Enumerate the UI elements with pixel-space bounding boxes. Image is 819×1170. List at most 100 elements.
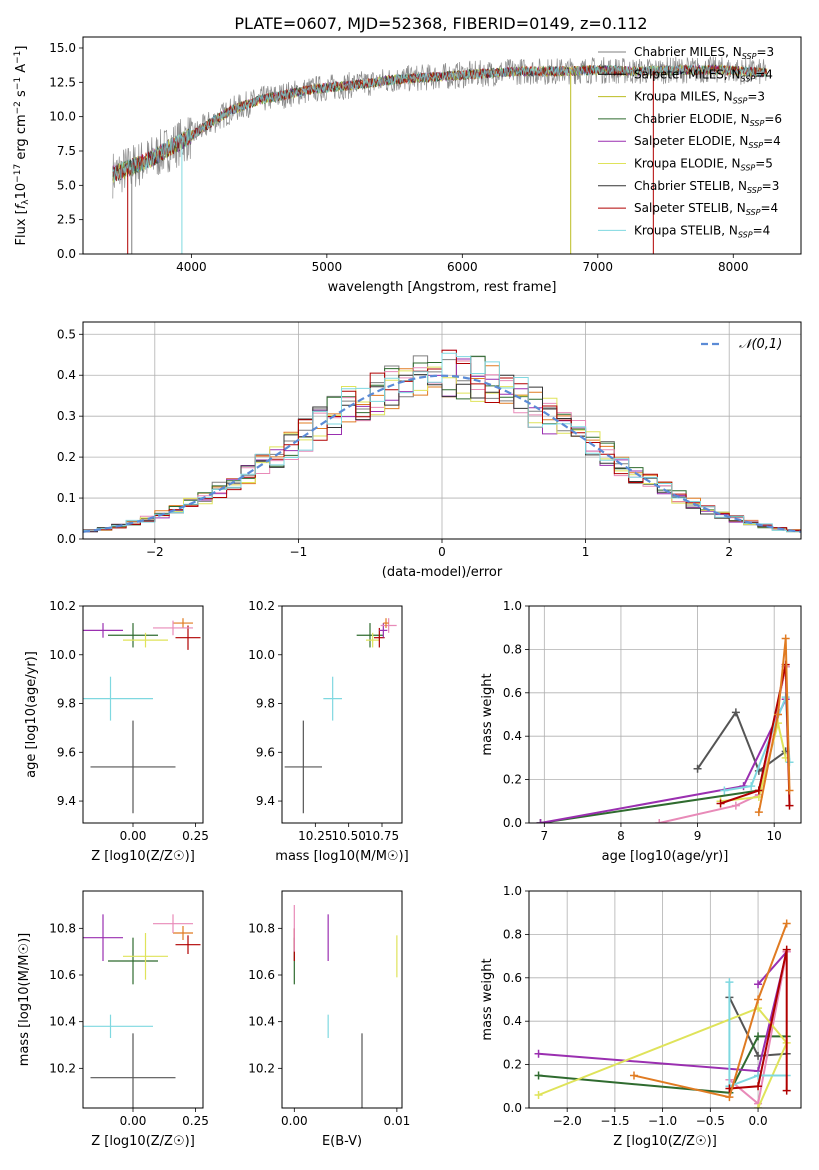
legend-label: Salpeter ELODIE, NSSP=4 [634, 134, 781, 150]
weight-marker [754, 1104, 763, 1108]
legend-label: Chabrier STELIB, NSSP=3 [634, 179, 779, 195]
weight-line [724, 696, 791, 792]
legend-label: Kroupa STELIB, NSSP=4 [634, 223, 770, 239]
y-tick-label: 10.2 [248, 599, 275, 613]
x-tick-label: 10.75 [365, 829, 399, 843]
spectrum-chart: 4000 5000 6000 7000 8000 0.0 2.5 5.0 7.5 10.0 12.5… [13, 36, 802, 295]
x-tick-label: 0.25 [182, 1114, 209, 1128]
y-tick-label: 0.0 [57, 247, 76, 261]
mass-vs-ebv-chart: 0.00 0.01 10.2 10.4 10.6 10.8 E(B-V) [248, 890, 411, 1149]
figure-title: PLATE=0607, MJD=52368, FIBERID=0149, z=0… [234, 14, 647, 33]
weight-marker [754, 1082, 763, 1091]
y-tick-label: 0.1 [57, 491, 76, 505]
x-tick-label: 8 [617, 829, 625, 843]
x-tick-label: 7 [541, 829, 549, 843]
y-tick-label: 0.2 [503, 773, 522, 787]
weight-marker [754, 995, 763, 1004]
massweight-vs-metallicity-chart: −2.0 −1.5 −1.0 −0.5 0.0 0.0 0.2 0.4 0.6 0.8 1.0 Z [… [480, 884, 802, 1149]
plot-frame [281, 890, 403, 1109]
legend-label: Chabrier ELODIE, NSSP=6 [634, 112, 782, 128]
legend-label: Salpeter MILES, NSSP=4 [634, 67, 773, 83]
x-tick-label: 10 [767, 829, 782, 843]
x-axis-label: mass [log10(M/M☉)] [275, 849, 408, 864]
weight-marker [720, 786, 729, 795]
residuals-histogram-chart: −2 −1 0 1 2 0.0 0.1 0.2 0.3 0.4 0.5 (data-model)/er… [57, 321, 802, 580]
weight-marker [754, 808, 763, 817]
y-tick-label: 12.5 [49, 75, 76, 89]
weight-marker [731, 801, 740, 810]
weight-marker [754, 786, 763, 795]
x-tick-label: 0.25 [182, 829, 209, 843]
x-axis-label: age [log10(age/yr)] [602, 849, 729, 864]
weight-marker [754, 1032, 763, 1041]
massweight-vs-age-chart: 7 8 9 10 0.0 0.2 0.4 0.6 0.8 1.0 age [log10(age/yr… [480, 599, 802, 864]
y-axis-label: age [log10(age/yr)] [24, 651, 39, 778]
x-axis-label: Z [log10(Z/Z☉)] [91, 1134, 195, 1149]
legend-label: Chabrier MILES, NSSP=3 [634, 45, 774, 61]
weight-line [728, 982, 787, 1088]
y-tick-label: 7.5 [57, 144, 76, 158]
x-axis-label: wavelength [Angstrom, rest frame] [328, 280, 557, 295]
y-tick-label: 9.6 [57, 745, 76, 759]
weight-marker [754, 980, 763, 989]
normal-reference-curve [83, 374, 801, 533]
x-axis-label: Z [log10(Z/Z☉)] [613, 1134, 717, 1149]
weight-marker [774, 710, 783, 719]
y-tick-label: 5.0 [57, 178, 76, 192]
x-tick-label: 9 [694, 829, 702, 843]
weight-marker [536, 819, 545, 823]
y-tick-label: 15.0 [49, 41, 76, 55]
y-tick-label: 2.5 [57, 213, 76, 227]
plot-frame [82, 890, 204, 1109]
legend-label: Kroupa MILES, NSSP=3 [634, 90, 765, 106]
weight-marker [725, 1093, 734, 1102]
y-tick-label: 10.6 [248, 968, 275, 982]
x-tick-label: −2 [146, 545, 164, 559]
weight-line [538, 951, 788, 1073]
weight-marker [534, 1090, 543, 1099]
x-tick-label: 0.01 [384, 1114, 411, 1128]
weight-marker [785, 786, 794, 795]
x-tick-label: 10.50 [331, 829, 365, 843]
y-tick-label: 0.4 [503, 729, 522, 743]
x-tick-label: −1.0 [648, 1114, 677, 1128]
legend-label: Salpeter STELIB, NSSP=4 [634, 201, 778, 217]
spectrum-line [112, 64, 768, 182]
plot-frame [281, 605, 403, 824]
legend-label: 𝒩(0,1) [739, 337, 782, 352]
weight-marker [731, 708, 740, 717]
y-tick-label: 0.6 [503, 686, 522, 700]
y-tick-label: 10.8 [49, 921, 76, 935]
x-tick-label: −2.0 [553, 1114, 582, 1128]
x-tick-label: 0.0 [749, 1114, 768, 1128]
weight-marker [534, 1049, 543, 1058]
x-tick-label: 7000 [583, 260, 614, 274]
weight-marker [747, 782, 756, 791]
weight-line [696, 710, 787, 773]
y-tick-label: 0.2 [503, 1058, 522, 1072]
y-tick-label: 10.0 [248, 648, 275, 662]
y-axis-label: mass weight [480, 958, 495, 1040]
x-axis-label: Z [log10(Z/Z☉)] [91, 849, 195, 864]
x-tick-label: −1 [290, 545, 308, 559]
x-tick-label: 10.25 [298, 829, 332, 843]
y-tick-label: 0.4 [57, 368, 76, 382]
x-tick-label: −0.5 [696, 1114, 725, 1128]
y-tick-label: 1.0 [503, 599, 522, 613]
weight-marker [716, 799, 725, 808]
x-tick-label: 0.00 [120, 829, 147, 843]
weight-marker [629, 1071, 638, 1080]
y-tick-label: 9.4 [57, 794, 76, 808]
y-tick-label: 10.4 [248, 1015, 275, 1029]
weight-marker [785, 801, 794, 810]
weight-marker [655, 819, 664, 823]
y-tick-label: 0.0 [57, 532, 76, 546]
plot-frame [528, 605, 802, 824]
weight-marker [782, 1086, 791, 1095]
y-tick-label: 10.2 [248, 1061, 275, 1075]
y-tick-label: 0.8 [503, 927, 522, 941]
y-tick-label: 0.3 [57, 409, 76, 423]
y-axis-label: Flux [fλ10−17 erg cm−2 s−1 A−1] [13, 46, 31, 246]
